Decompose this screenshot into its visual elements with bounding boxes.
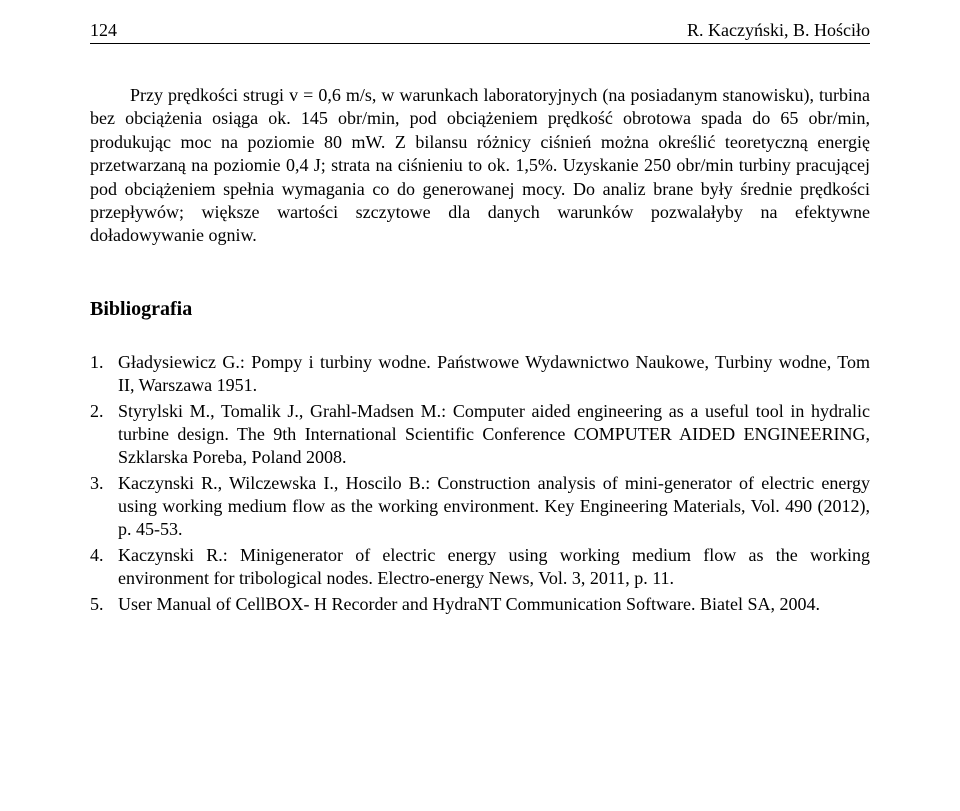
bibliography-item: 2. Styrylski M., Tomalik J., Grahl-Madse…: [90, 400, 870, 470]
bibliography-item: 3. Kaczynski R., Wilczewska I., Hoscilo …: [90, 472, 870, 542]
bib-item-number: 5.: [90, 593, 118, 616]
page-number: 124: [90, 20, 117, 41]
page: 124 R. Kaczyński, B. Hościło Przy prędko…: [0, 0, 960, 638]
bib-item-text: Styrylski M., Tomalik J., Grahl-Madsen M…: [118, 400, 870, 470]
header-authors: R. Kaczyński, B. Hościło: [687, 20, 870, 41]
bib-item-text: Gładysiewicz G.: Pompy i turbiny wodne. …: [118, 351, 870, 398]
bibliography-item: 1. Gładysiewicz G.: Pompy i turbiny wodn…: [90, 351, 870, 398]
body-paragraph-block: Przy prędkości strugi v = 0,6 m/s, w war…: [90, 84, 870, 248]
bib-item-text: Kaczynski R.: Minigenerator of electric …: [118, 544, 870, 591]
running-header: 124 R. Kaczyński, B. Hościło: [90, 20, 870, 44]
bibliography-item: 4. Kaczynski R.: Minigenerator of electr…: [90, 544, 870, 591]
bib-item-number: 4.: [90, 544, 118, 591]
bib-item-number: 1.: [90, 351, 118, 398]
bibliography-list: 1. Gładysiewicz G.: Pompy i turbiny wodn…: [90, 351, 870, 616]
bib-item-text: User Manual of CellBOX- H Recorder and H…: [118, 593, 870, 616]
bib-item-number: 2.: [90, 400, 118, 470]
bib-item-number: 3.: [90, 472, 118, 542]
bibliography-title: Bibliografia: [90, 298, 870, 321]
body-paragraph: Przy prędkości strugi v = 0,6 m/s, w war…: [90, 84, 870, 248]
bib-item-text: Kaczynski R., Wilczewska I., Hoscilo B.:…: [118, 472, 870, 542]
bibliography-item: 5. User Manual of CellBOX- H Recorder an…: [90, 593, 870, 616]
